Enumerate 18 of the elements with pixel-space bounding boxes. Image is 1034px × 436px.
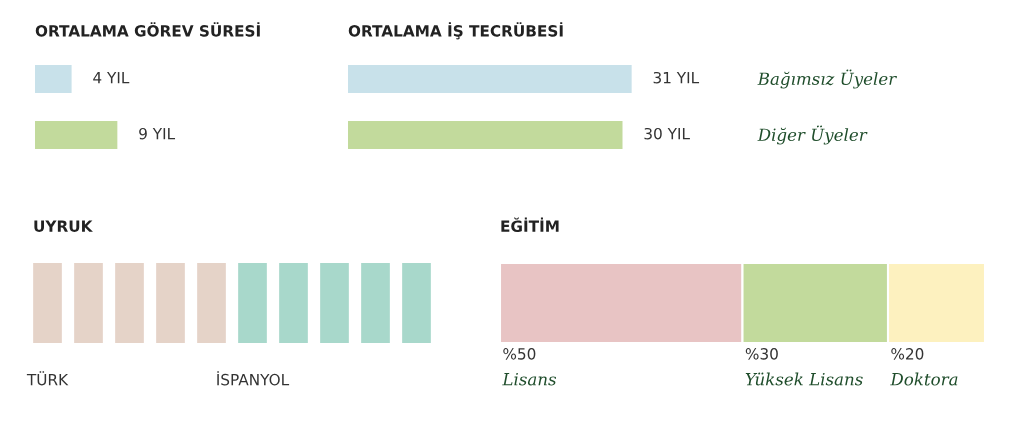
chart-title: ORTALAMA GÖREV SÜRESİ [35, 22, 260, 37]
series-label: Lisans [502, 373, 557, 386]
series-label: Yüksek Lisans [745, 372, 863, 386]
x-tick-label: TÜRK [26, 371, 69, 386]
x-tick-label: İSPANYOL [217, 371, 290, 386]
data-label: %50 [503, 348, 536, 360]
y-tick-label: Diğer Üyeler [757, 125, 868, 145]
data-label: 30 YIL [644, 127, 690, 140]
y-tick-label: Bağımsız Üyeler [757, 69, 897, 89]
chart-title: EĞİTİM [501, 217, 559, 232]
chart-title: ORTALAMA İŞ TECRÜBESİ [348, 22, 563, 40]
data-label: 4 YIL [93, 72, 130, 84]
chart-title: UYRUK [34, 220, 93, 232]
data-label: %30 [745, 348, 778, 360]
data-label: 31 YIL [653, 71, 700, 84]
data-label: 9 YIL [139, 127, 176, 140]
data-label: %20 [891, 348, 924, 360]
series-label: Doktora [890, 372, 958, 386]
